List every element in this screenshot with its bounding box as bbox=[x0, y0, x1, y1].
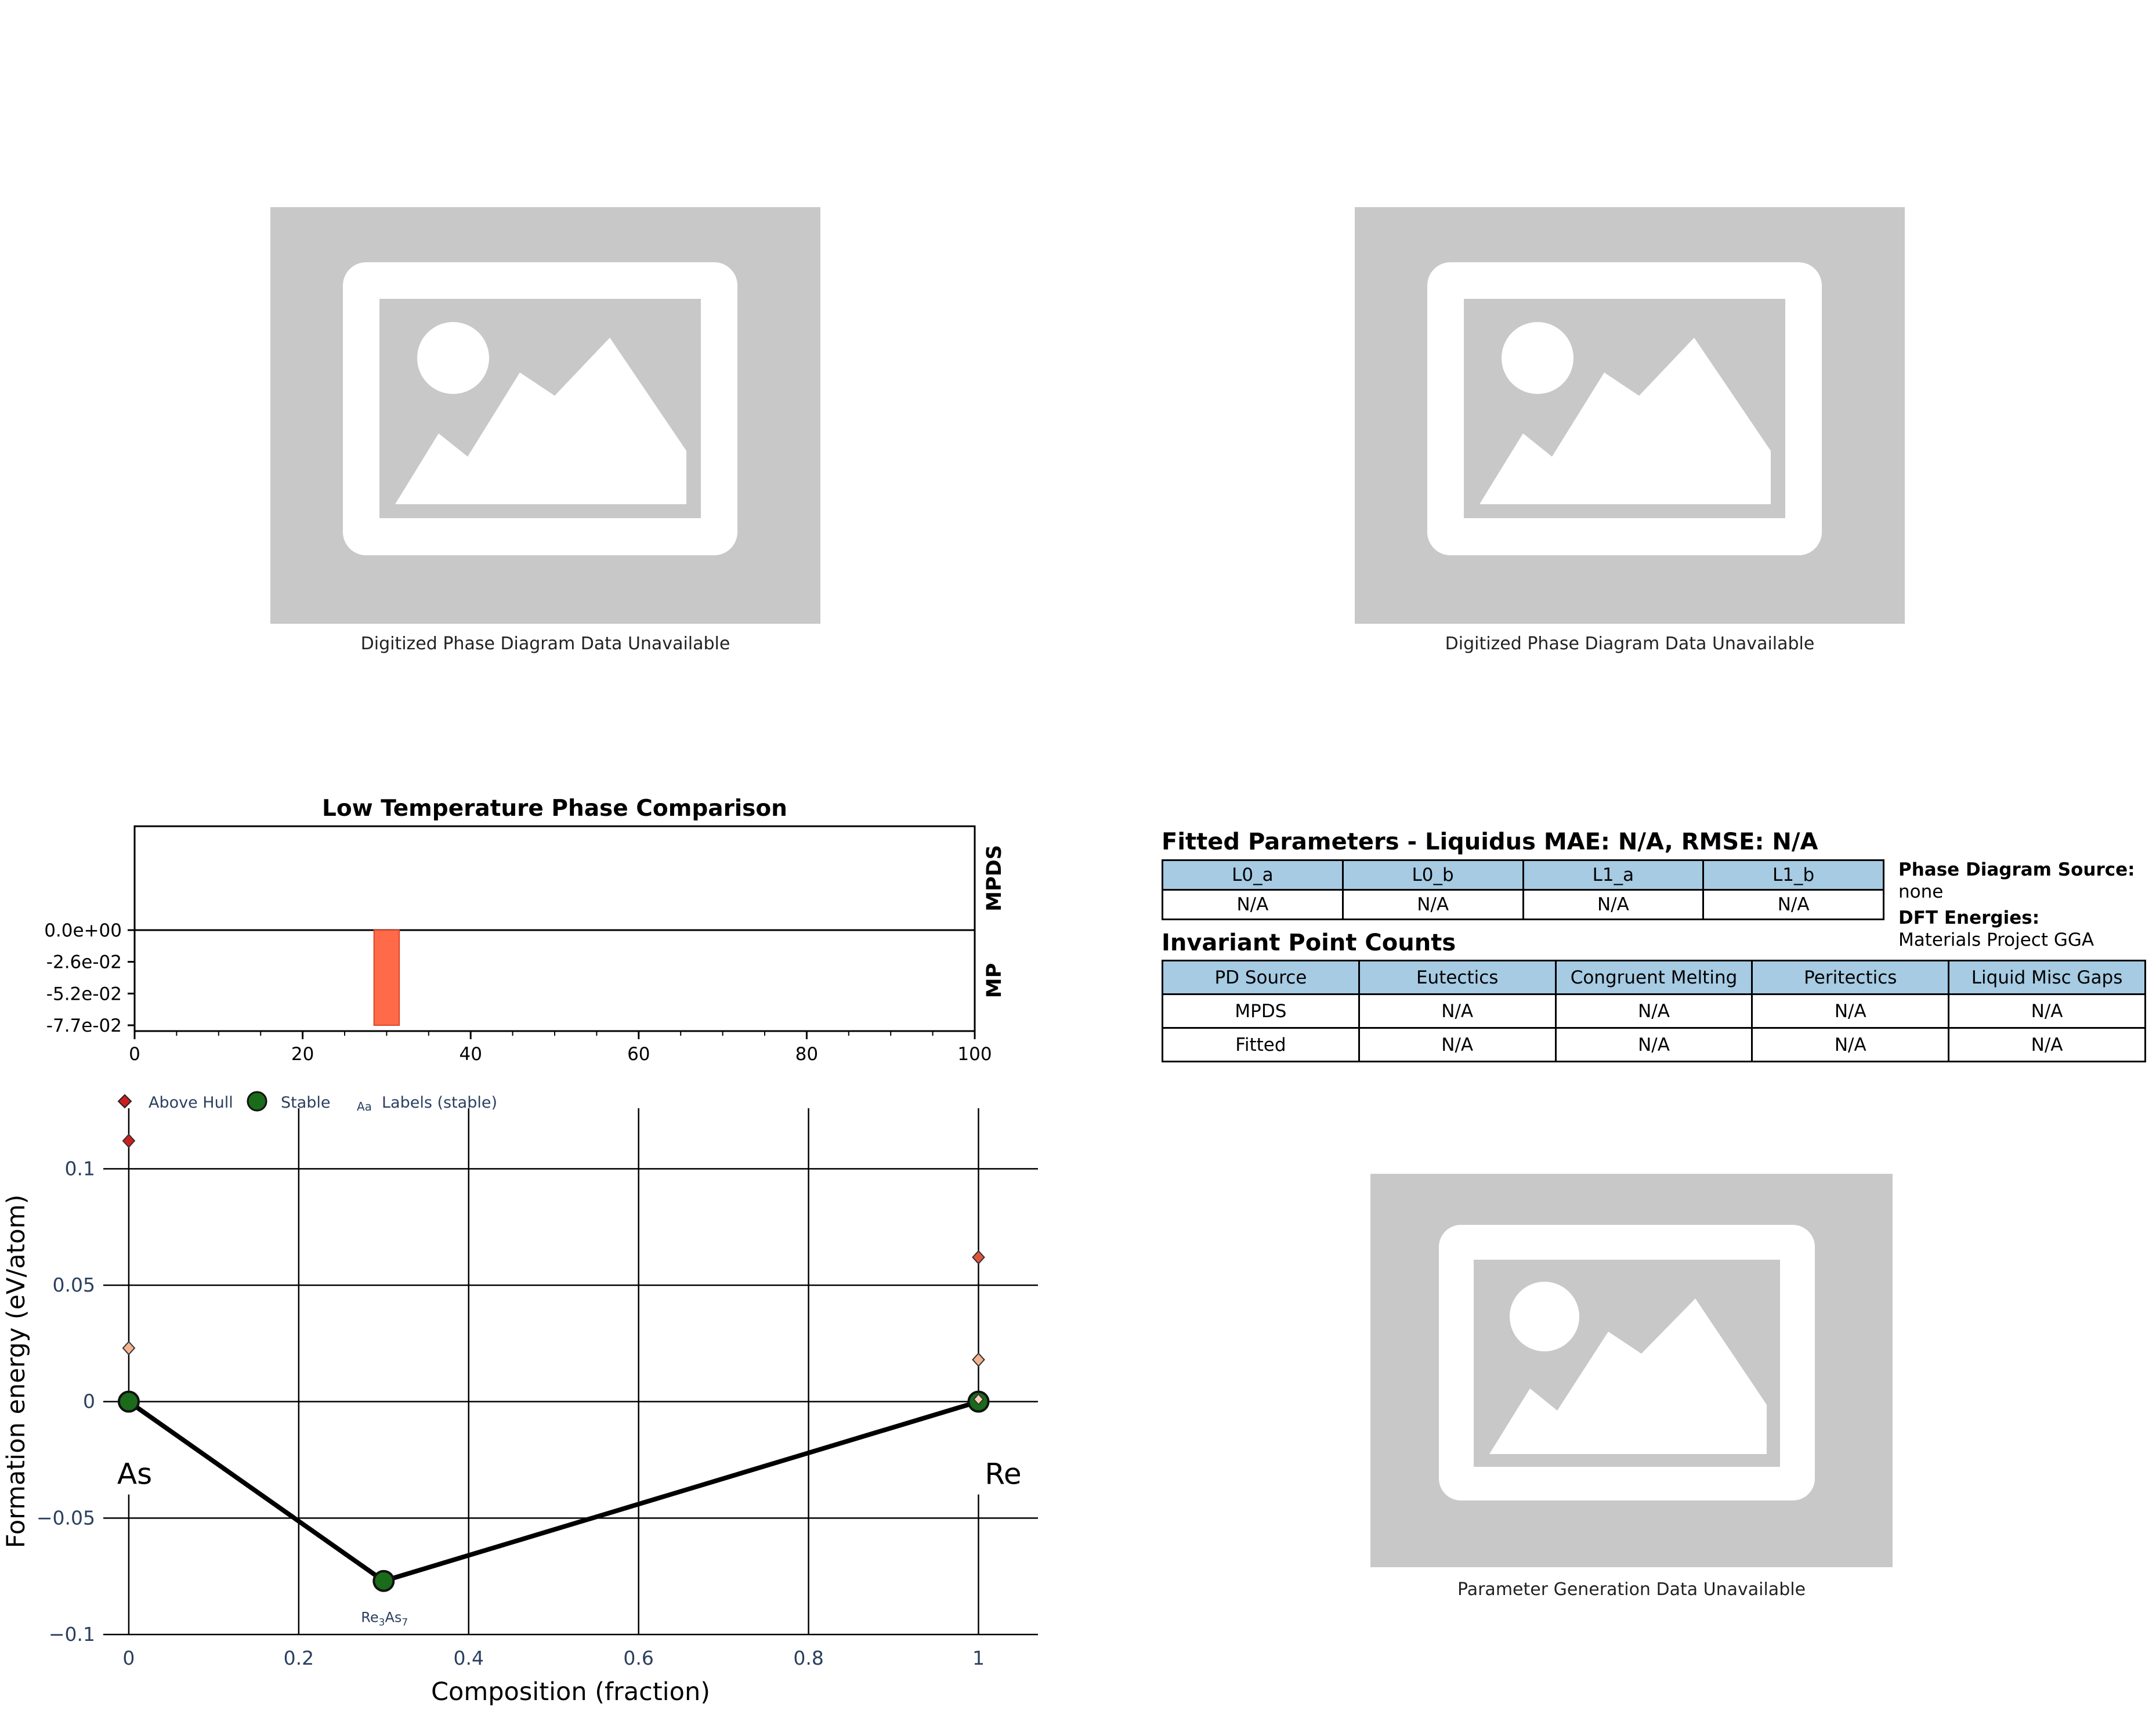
image-placeholder-icon bbox=[1427, 262, 1822, 555]
x-tick-label: 0.2 bbox=[284, 1647, 314, 1669]
phase-diagram-caption-right: Digitized Phase Diagram Data Unavailable bbox=[1445, 634, 1815, 654]
x-tick-label: 40 bbox=[459, 1044, 482, 1065]
bar bbox=[373, 930, 400, 1026]
legend-above-hull-marker bbox=[117, 1094, 132, 1109]
y-tick-label: 0.0e+00 bbox=[44, 920, 122, 941]
above-hull-point bbox=[122, 1133, 136, 1148]
x-tick-label: 0.8 bbox=[793, 1647, 823, 1669]
y-tick-label: 0.05 bbox=[53, 1274, 95, 1296]
fitted-parameters-table: L0_a L0_b L1_a L1_b N/A N/A N/A N/A bbox=[1162, 859, 1884, 920]
invariant-counts-table: PD Source Eutectics Congruent Melting Pe… bbox=[1162, 960, 2146, 1062]
formation-energy-chart: 0 0.2 0.4 0.6 0.8 1 0.1 0.05 0 −0.05 −0.1 Compositi… bbox=[2, 1091, 1038, 1706]
fitted-value-cell: N/A bbox=[1702, 889, 1884, 920]
invariant-cell: N/A bbox=[1358, 1027, 1557, 1062]
stable-point bbox=[372, 1570, 395, 1592]
y-tick-label: -2.6e-02 bbox=[46, 952, 122, 973]
y-axis-label: Formation energy (eV/atom) bbox=[2, 1195, 31, 1549]
invariant-header-cell: PD Source bbox=[1162, 960, 1360, 995]
x-axis-label: Composition (fraction) bbox=[431, 1677, 710, 1706]
row-label-mp: MP bbox=[983, 963, 1006, 998]
convex-hull-line bbox=[127, 1399, 979, 1584]
phase-diagram-placeholder-right bbox=[1355, 207, 1905, 624]
label-backdrop bbox=[975, 1407, 1033, 1495]
invariant-header-cell: Eutectics bbox=[1358, 960, 1557, 995]
invariant-header-cell: Liquid Misc Gaps bbox=[1948, 960, 2146, 995]
invariant-cell: N/A bbox=[1948, 1027, 2146, 1062]
image-placeholder-icon bbox=[343, 262, 737, 555]
parameter-generation-caption: Parameter Generation Data Unavailable bbox=[1457, 1579, 1806, 1600]
dft-energies-value: Materials Project GGA bbox=[1898, 930, 2094, 950]
fitted-header-cell: L0_b bbox=[1341, 859, 1524, 891]
legend-labels-stable-label: Labels (stable) bbox=[382, 1094, 497, 1112]
x-tick-label: 0 bbox=[122, 1647, 135, 1669]
fitted-header-cell: L1_b bbox=[1702, 859, 1884, 891]
fitted-header-cell: L0_a bbox=[1162, 859, 1344, 891]
x-tick-label: 100 bbox=[957, 1044, 992, 1065]
parameter-generation-placeholder bbox=[1370, 1174, 1893, 1567]
above-hull-point bbox=[122, 1340, 136, 1355]
invariant-cell: N/A bbox=[1554, 1027, 1753, 1062]
y-tick-label: 0.1 bbox=[65, 1157, 95, 1180]
x-tick-label: 60 bbox=[627, 1044, 650, 1065]
table-row: MPDS N/A N/A N/A N/A bbox=[1162, 993, 2146, 1029]
y-tick-label: -5.2e-02 bbox=[46, 983, 122, 1004]
dft-energies-label: DFT Energies: bbox=[1898, 907, 2040, 928]
legend-labels-glyph: Aa bbox=[357, 1100, 372, 1113]
x-tick-label: 1 bbox=[972, 1647, 985, 1669]
fitted-value-cell: N/A bbox=[1522, 889, 1705, 920]
element-label-left: As bbox=[117, 1458, 152, 1491]
legend-stable-label: Stable bbox=[281, 1094, 331, 1112]
compound-label: Re3As7 bbox=[361, 1610, 408, 1629]
x-tick-label: 20 bbox=[291, 1044, 314, 1065]
compound-label-subscript: 3 bbox=[379, 1617, 385, 1629]
element-label-right: Re bbox=[985, 1458, 1021, 1491]
legend-above-hull-label: Above Hull bbox=[149, 1094, 233, 1112]
pd-source-value: none bbox=[1898, 881, 1944, 902]
x-tick-label: 80 bbox=[795, 1044, 818, 1065]
phase-diagram-caption-left: Digitized Phase Diagram Data Unavailable bbox=[360, 634, 730, 654]
y-tick-label: −0.05 bbox=[37, 1506, 95, 1529]
invariant-cell: N/A bbox=[1554, 993, 1753, 1029]
x-tick-label: 0.6 bbox=[623, 1647, 653, 1669]
invariant-header-cell: Congruent Melting bbox=[1554, 960, 1753, 995]
above-hull-point bbox=[972, 1352, 985, 1367]
image-placeholder-icon bbox=[1439, 1225, 1815, 1500]
y-tick-label: −0.1 bbox=[49, 1623, 95, 1646]
compound-label-part: Re bbox=[361, 1610, 378, 1626]
invariant-cell: Fitted bbox=[1162, 1027, 1360, 1062]
pd-source-label: Phase Diagram Source: bbox=[1898, 859, 2135, 880]
stable-point bbox=[117, 1390, 140, 1413]
table-row: Fitted N/A N/A N/A N/A bbox=[1162, 1027, 2146, 1062]
invariant-cell: N/A bbox=[1948, 993, 2146, 1029]
invariant-cell: N/A bbox=[1358, 993, 1557, 1029]
x-tick-label: 0 bbox=[129, 1044, 140, 1065]
fitted-value-cell: N/A bbox=[1162, 889, 1344, 920]
legend-stable-marker bbox=[247, 1091, 267, 1112]
row-label-mpds: MPDS bbox=[983, 845, 1006, 912]
low-temperature-phase-chart: Low Temperature Phase Comparison 0 20 40 60 8… bbox=[44, 795, 1006, 1065]
above-hull-point bbox=[973, 1393, 984, 1406]
x-tick-label: 0.4 bbox=[454, 1647, 484, 1669]
chart-title: Low Temperature Phase Comparison bbox=[322, 795, 787, 822]
invariant-counts-title: Invariant Point Counts bbox=[1162, 930, 1456, 956]
invariant-header-cell: Peritectics bbox=[1751, 960, 1950, 995]
fitted-value-cell: N/A bbox=[1341, 889, 1524, 920]
invariant-cell: N/A bbox=[1751, 1027, 1950, 1062]
plot-frame bbox=[133, 825, 976, 1032]
invariant-cell: MPDS bbox=[1162, 993, 1360, 1029]
compound-label-subscript: 7 bbox=[401, 1617, 408, 1629]
y-tick-label: -7.7e-02 bbox=[46, 1015, 122, 1036]
phase-diagram-placeholder-left bbox=[270, 207, 820, 624]
compound-label-part: As bbox=[385, 1610, 402, 1626]
fitted-parameters-title: Fitted Parameters - Liquidus MAE: N/A, R… bbox=[1162, 829, 1818, 855]
above-hull-point bbox=[972, 1250, 985, 1265]
y-tick-label: 0 bbox=[83, 1390, 95, 1413]
invariant-cell: N/A bbox=[1751, 993, 1950, 1029]
fitted-header-cell: L1_a bbox=[1522, 859, 1705, 891]
